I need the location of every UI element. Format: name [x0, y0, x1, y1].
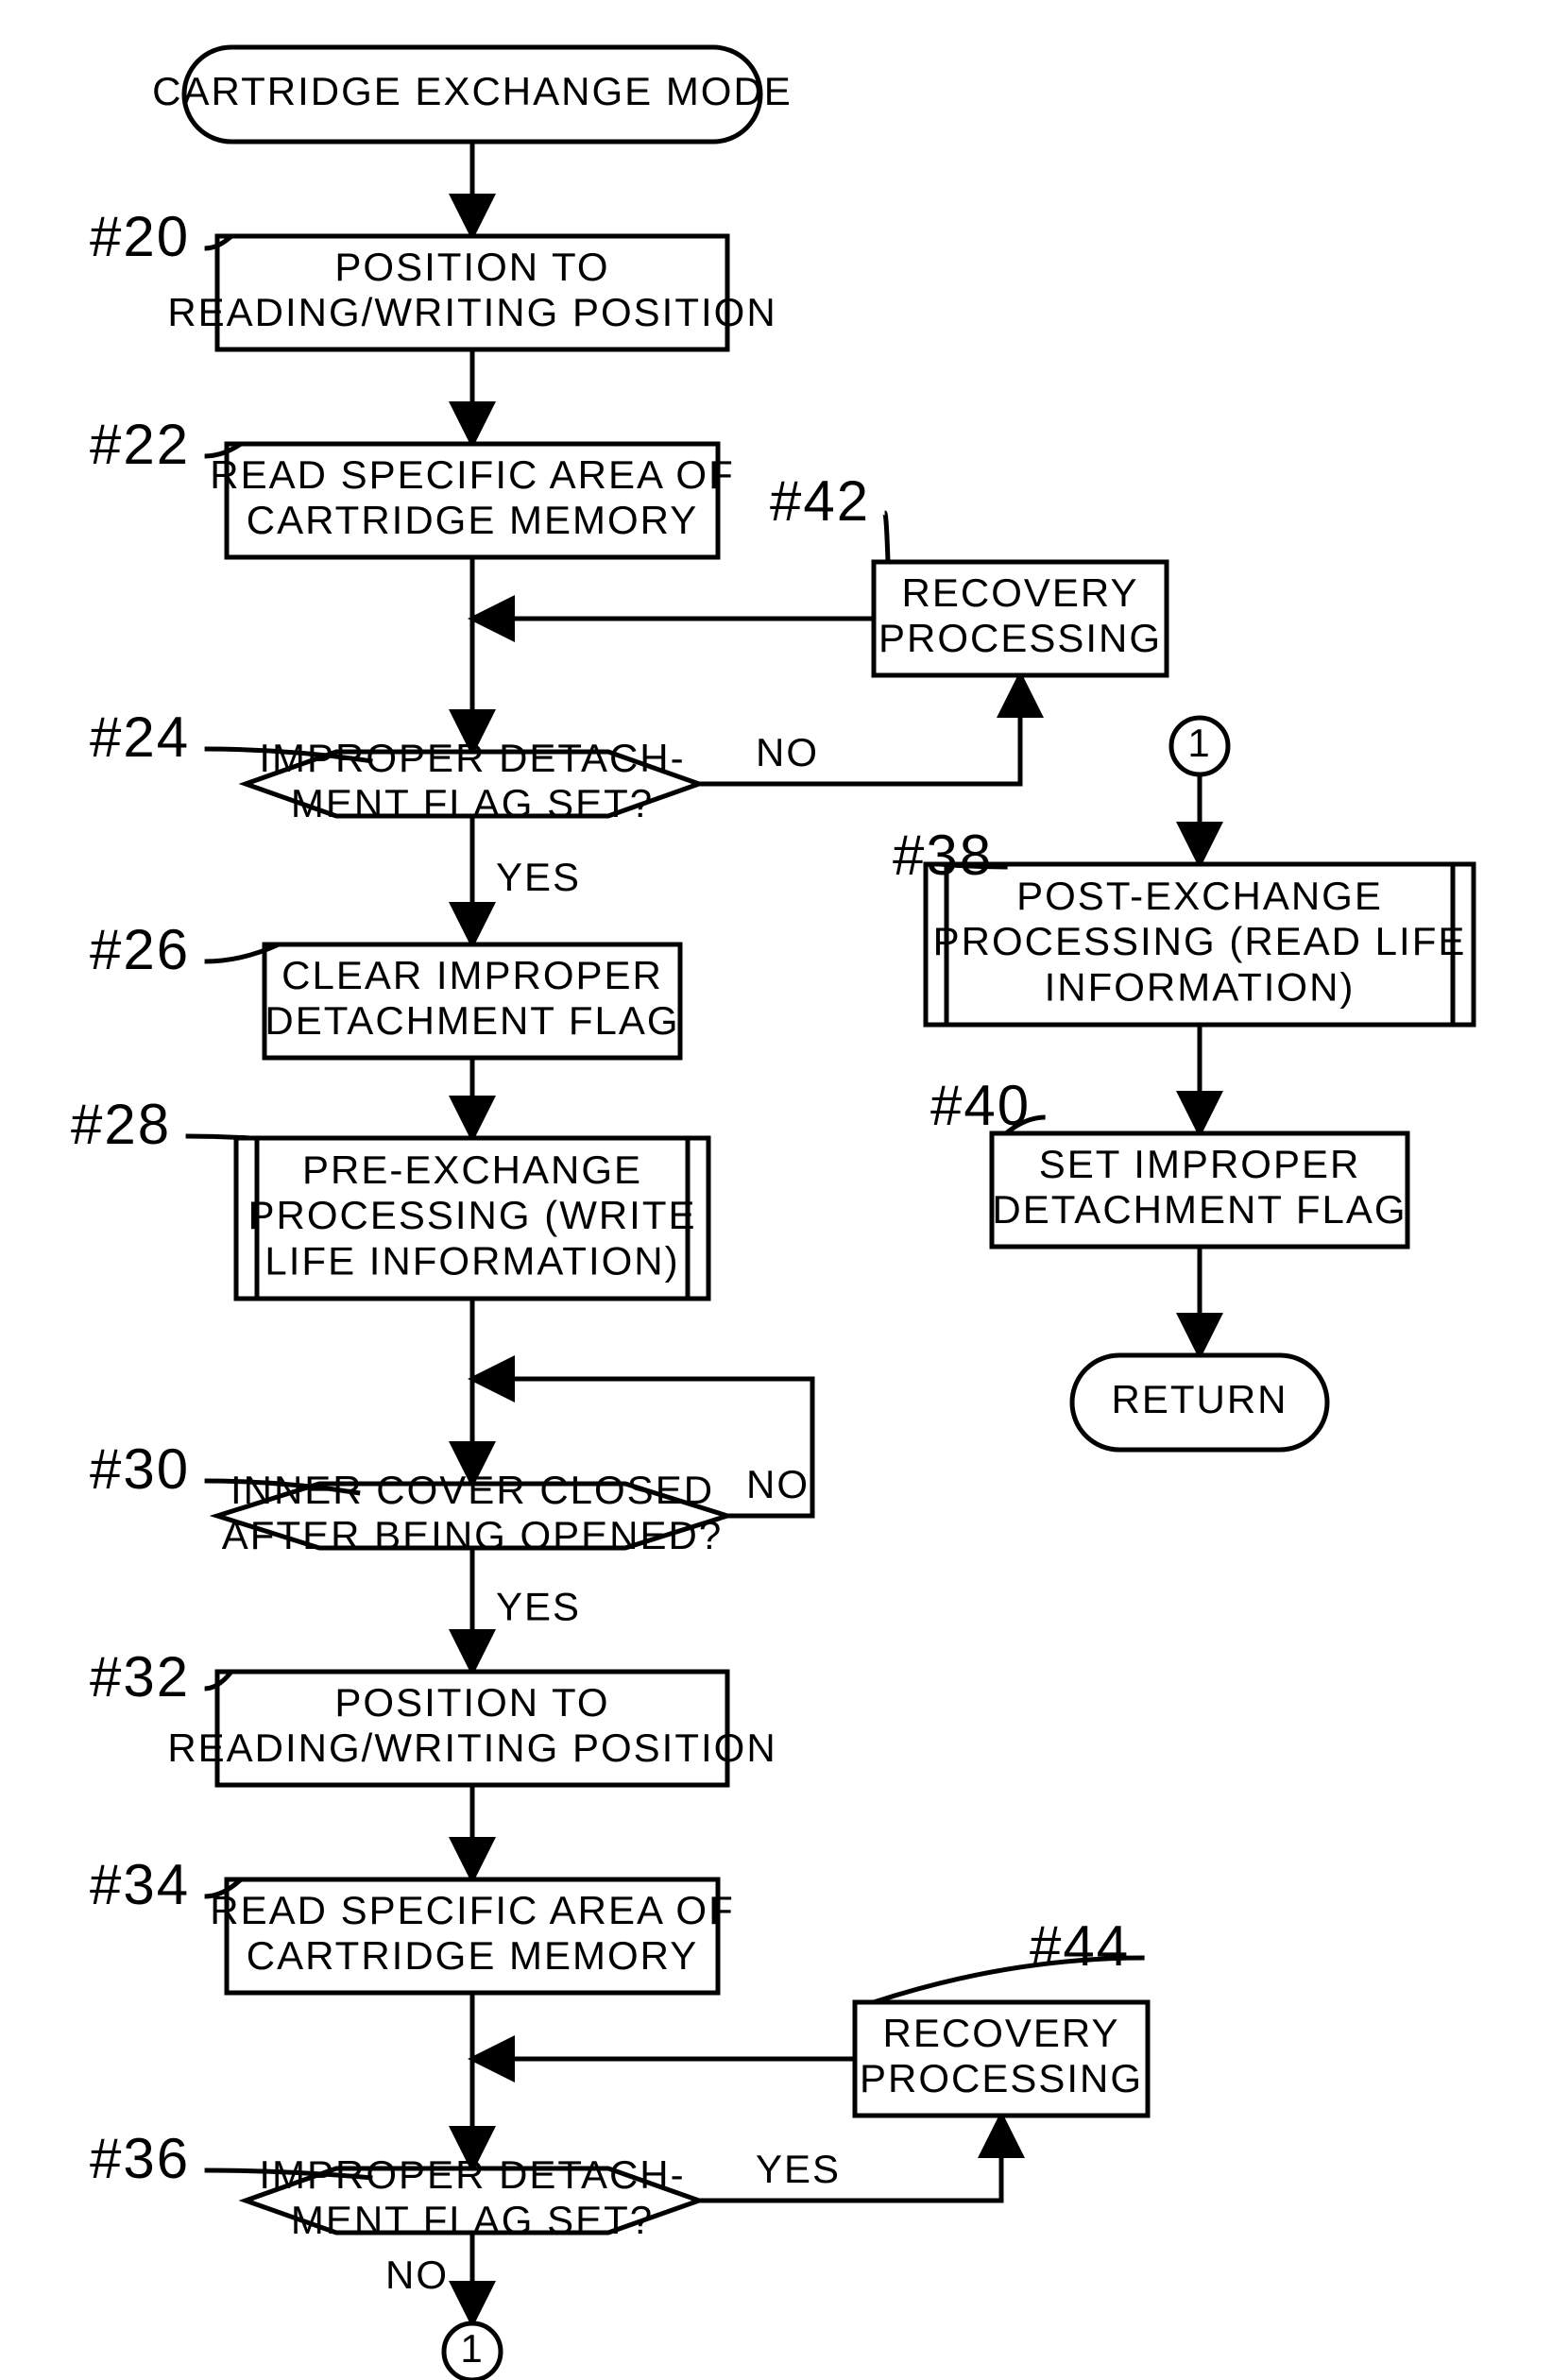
- node-n42: RECOVERYPROCESSING: [874, 562, 1167, 675]
- svg-text:PROCESSING (READ LIFE: PROCESSING (READ LIFE: [933, 919, 1467, 963]
- step-label-n44: #44: [1030, 1914, 1130, 1978]
- svg-text:POSITION TO: POSITION TO: [334, 1680, 609, 1725]
- node-n44: RECOVERYPROCESSING: [855, 2002, 1148, 2116]
- node-n38: POST-EXCHANGEPROCESSING (READ LIFEINFORM…: [926, 864, 1474, 1025]
- node-n36: IMPROPER DETACH-MENT FLAG SET?: [246, 2152, 699, 2242]
- node-n22: READ SPECIFIC AREA OFCARTRIDGE MEMORY: [210, 444, 734, 557]
- node-conn1top: 1: [1171, 718, 1228, 774]
- step-label-n36: #36: [90, 2127, 190, 2190]
- svg-text:CARTRIDGE MEMORY: CARTRIDGE MEMORY: [247, 1933, 699, 1978]
- svg-text:READ SPECIFIC AREA OF: READ SPECIFIC AREA OF: [210, 452, 734, 497]
- svg-text:RECOVERY: RECOVERY: [883, 2011, 1120, 2055]
- step-label-n42: #42: [770, 469, 870, 533]
- step-label-n28: #28: [71, 1093, 171, 1156]
- svg-text:READ SPECIFIC AREA OF: READ SPECIFIC AREA OF: [210, 1888, 734, 1932]
- node-n32: POSITION TOREADING/WRITING POSITION: [167, 1672, 776, 1785]
- svg-text:PROCESSING: PROCESSING: [860, 2056, 1143, 2100]
- svg-text:YES: YES: [496, 855, 581, 899]
- svg-text:INNER COVER CLOSED: INNER COVER CLOSED: [230, 1468, 714, 1512]
- svg-text:MENT FLAG SET?: MENT FLAG SET?: [291, 2198, 654, 2242]
- svg-text:POSITION TO: POSITION TO: [334, 245, 609, 289]
- svg-text:RETURN: RETURN: [1112, 1377, 1288, 1421]
- svg-text:1: 1: [460, 2326, 484, 2371]
- svg-text:IMPROPER DETACH-: IMPROPER DETACH-: [259, 736, 685, 780]
- svg-text:NO: NO: [385, 2252, 449, 2297]
- svg-text:READING/WRITING POSITION: READING/WRITING POSITION: [167, 1726, 776, 1770]
- node-n24: IMPROPER DETACH-MENT FLAG SET?: [246, 736, 699, 825]
- node-start: CARTRIDGE EXCHANGE MODE: [152, 47, 793, 142]
- svg-text:LIFE INFORMATION): LIFE INFORMATION): [264, 1238, 679, 1283]
- node-n40: SET IMPROPERDETACHMENT FLAG: [992, 1133, 1407, 1247]
- svg-text:NO: NO: [756, 730, 819, 774]
- svg-text:DETACHMENT FLAG: DETACHMENT FLAG: [992, 1187, 1407, 1232]
- node-n30: INNER COVER CLOSEDAFTER BEING OPENED?: [217, 1468, 727, 1557]
- svg-text:CARTRIDGE MEMORY: CARTRIDGE MEMORY: [247, 498, 699, 542]
- svg-text:CLEAR IMPROPER: CLEAR IMPROPER: [281, 953, 663, 997]
- svg-text:PROCESSING: PROCESSING: [878, 616, 1162, 660]
- node-n20: POSITION TOREADING/WRITING POSITION: [167, 236, 776, 349]
- svg-text:CARTRIDGE EXCHANGE MODE: CARTRIDGE EXCHANGE MODE: [152, 69, 793, 113]
- svg-text:PRE-EXCHANGE: PRE-EXCHANGE: [302, 1148, 642, 1192]
- node-n34: READ SPECIFIC AREA OFCARTRIDGE MEMORY: [210, 1879, 734, 1993]
- svg-text:PROCESSING (WRITE: PROCESSING (WRITE: [247, 1193, 696, 1237]
- step-label-n34: #34: [90, 1853, 190, 1916]
- svg-text:DETACHMENT FLAG: DETACHMENT FLAG: [264, 998, 679, 1043]
- svg-text:SET IMPROPER: SET IMPROPER: [1039, 1142, 1361, 1186]
- svg-text:POST-EXCHANGE: POST-EXCHANGE: [1016, 874, 1383, 918]
- svg-text:RECOVERY: RECOVERY: [902, 570, 1139, 615]
- step-label-n32: #32: [90, 1645, 190, 1708]
- node-n26: CLEAR IMPROPERDETACHMENT FLAG: [264, 944, 680, 1058]
- svg-text:1: 1: [1187, 721, 1211, 765]
- svg-text:NO: NO: [746, 1462, 810, 1506]
- svg-text:YES: YES: [756, 2147, 841, 2191]
- step-label-n22: #22: [90, 413, 190, 476]
- step-label-n26: #26: [90, 918, 190, 981]
- svg-text:YES: YES: [496, 1585, 581, 1629]
- svg-text:READING/WRITING POSITION: READING/WRITING POSITION: [167, 290, 776, 334]
- step-label-n30: #30: [90, 1437, 190, 1501]
- step-label-n20: #20: [90, 205, 190, 268]
- step-label-n24: #24: [90, 706, 190, 769]
- svg-text:INFORMATION): INFORMATION): [1045, 964, 1356, 1009]
- svg-text:AFTER BEING OPENED?: AFTER BEING OPENED?: [222, 1513, 723, 1557]
- step-label-n38: #38: [893, 824, 993, 887]
- node-return: RETURN: [1072, 1355, 1327, 1450]
- node-conn1bot: 1: [444, 2323, 501, 2380]
- node-n28: PRE-EXCHANGEPROCESSING (WRITELIFE INFORM…: [236, 1138, 708, 1299]
- svg-text:MENT FLAG SET?: MENT FLAG SET?: [291, 781, 654, 825]
